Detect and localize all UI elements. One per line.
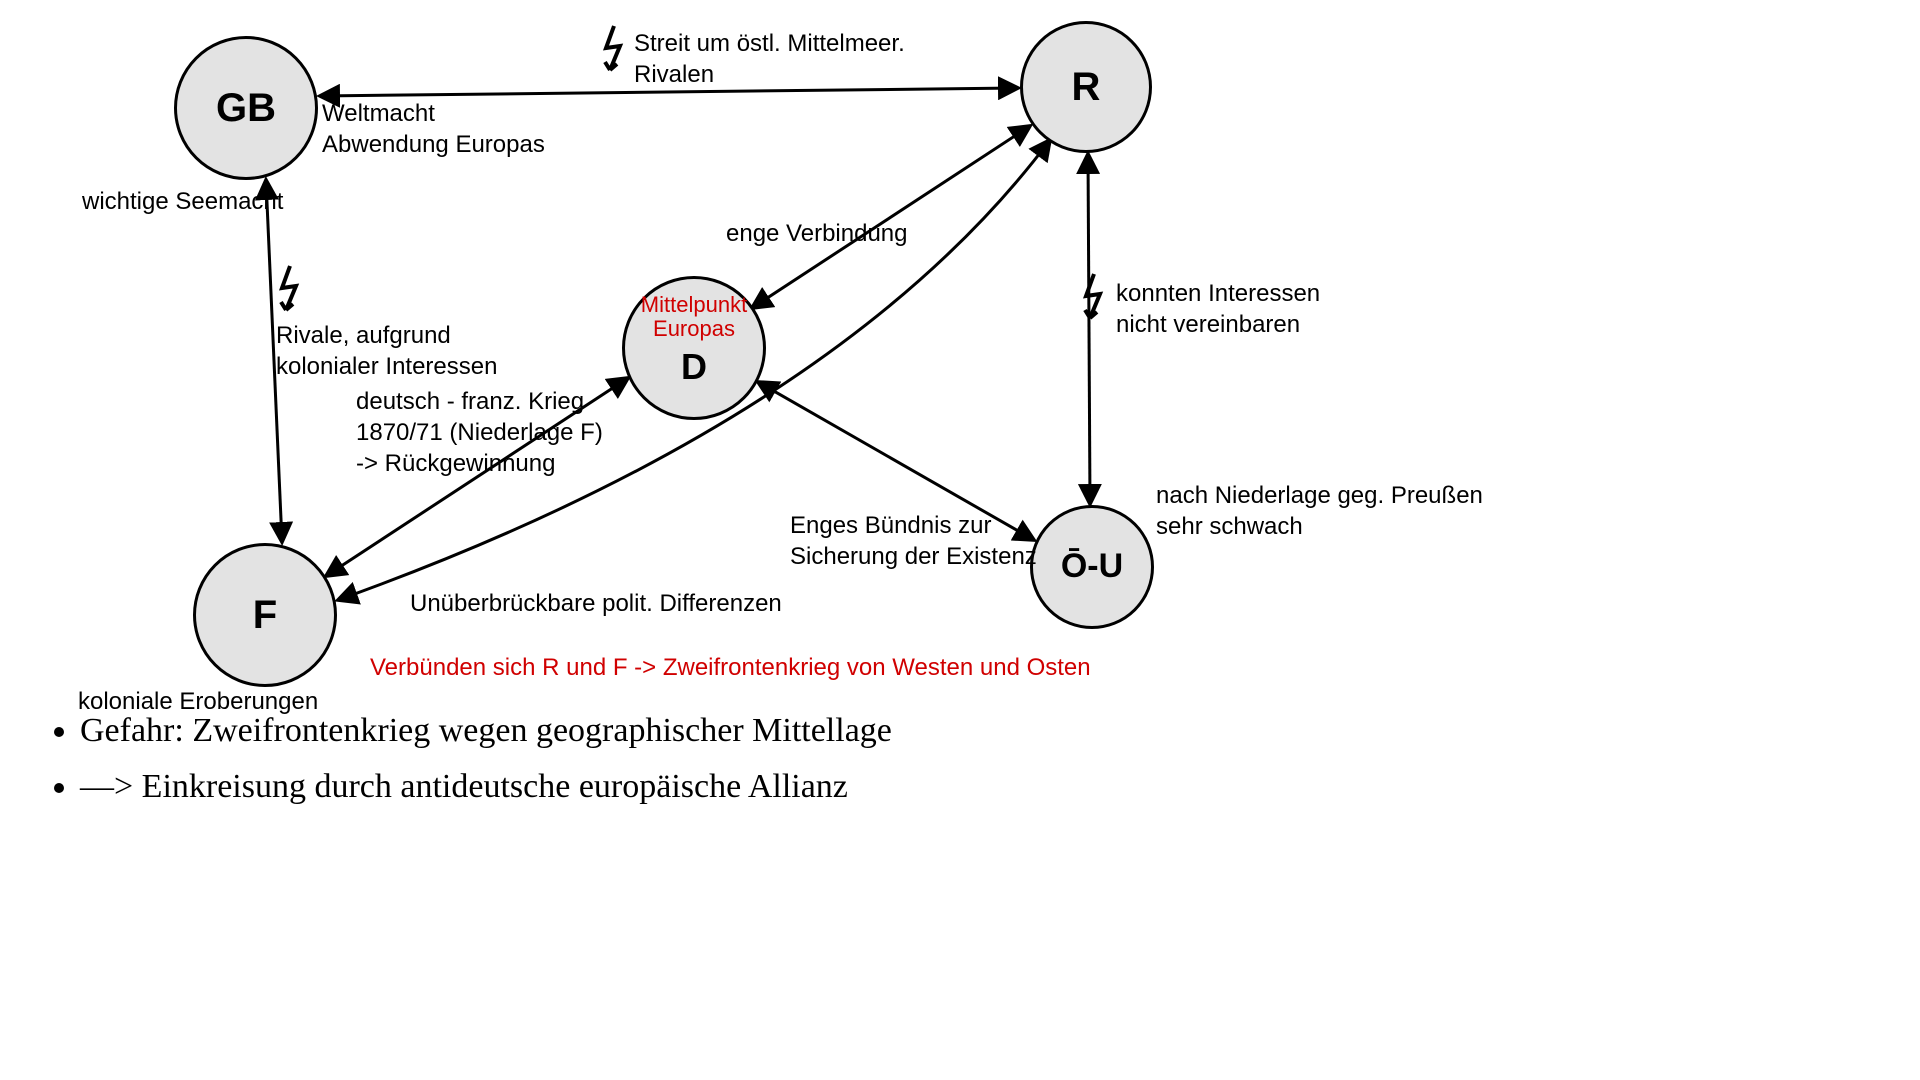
conflict-icon (282, 266, 296, 310)
label-gb-r: Streit um östl. Mittelmeer. Rivalen (634, 28, 905, 90)
label-f-r: Unüberbrückbare polit. Differenzen (410, 588, 782, 619)
conflict-icon (605, 62, 617, 70)
label-r-ou: konnten Interessen nicht vereinbaren (1116, 278, 1320, 340)
node-f: F (193, 543, 337, 687)
bullet-2: —> Einkreisung durch antideutsche europä… (80, 768, 892, 806)
node-gb-label: GB (216, 86, 276, 130)
node-ou-label: Ō-U (1061, 548, 1123, 585)
node-d: Mittelpunkt Europas D (622, 276, 766, 420)
conflict-icon (1086, 274, 1100, 318)
conflict-icon (1085, 310, 1097, 318)
node-r-label: R (1072, 65, 1101, 109)
node-r: R (1020, 21, 1152, 153)
node-d-label: D (681, 347, 707, 387)
alliance-diagram: GB R Mittelpunkt Europas D F Ō-U Streit … (0, 0, 1920, 1080)
node-f-label: F (253, 593, 277, 637)
bullet-1: Gefahr: Zweifrontenkrieg wegen geographi… (80, 712, 892, 750)
label-d-f: deutsch - franz. Krieg 1870/71 (Niederla… (356, 386, 603, 480)
edge-r-ou (1088, 154, 1090, 504)
node-d-sublabel: Mittelpunkt Europas (625, 293, 763, 341)
label-ou-side: nach Niederlage geg. Preußen sehr schwac… (1156, 480, 1483, 542)
conflict-icon (281, 302, 293, 310)
edge-d-r (752, 126, 1030, 308)
node-gb: GB (174, 36, 318, 180)
label-d-ou: Enges Bündnis zur Sicherung der Existenz (790, 510, 1037, 572)
label-red-note: Verbünden sich R und F -> Zweifrontenkri… (370, 652, 1091, 683)
label-gb-below: wichtige Seemacht (82, 186, 283, 217)
label-d-r: enge Verbindung (726, 218, 908, 249)
label-gb-side: Weltmacht Abwendung Europas (322, 98, 545, 160)
node-ou: Ō-U (1030, 505, 1154, 629)
label-gb-f: Rivale, aufgrund kolonialer Interessen (276, 320, 497, 382)
bullet-list: Gefahr: Zweifrontenkrieg wegen geographi… (40, 712, 892, 824)
conflict-icon (606, 26, 620, 70)
